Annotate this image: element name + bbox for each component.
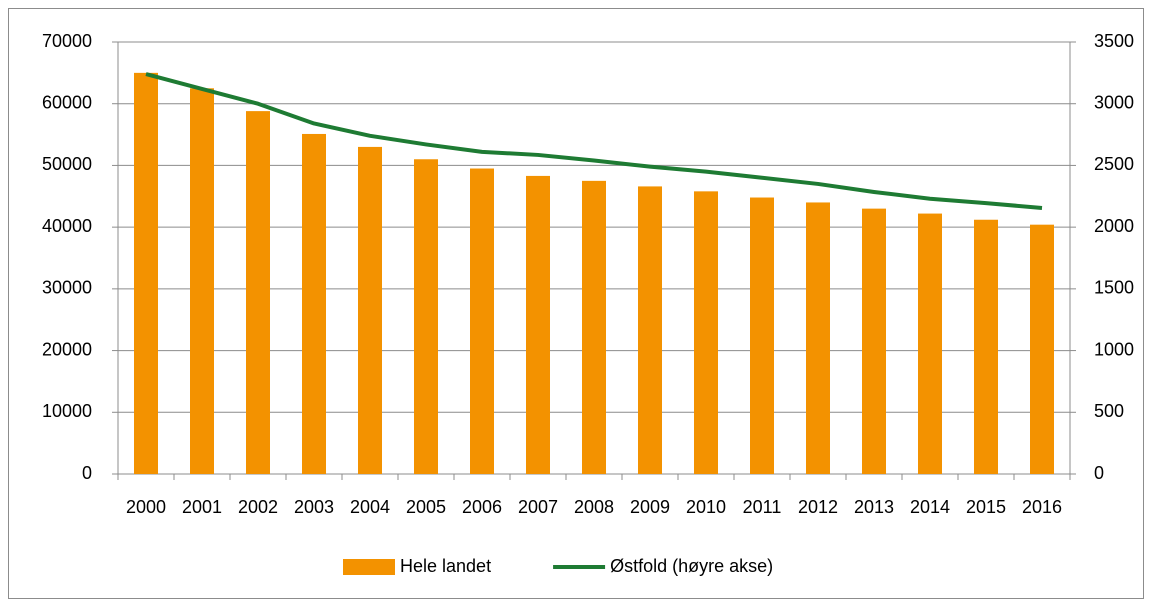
y-tick-label: 50000 [42, 154, 92, 174]
y2-tick-label: 1000 [1094, 339, 1134, 359]
y-tick-label: 40000 [42, 216, 92, 236]
x-tick-label: 2011 [743, 497, 782, 517]
legend-swatch [343, 559, 395, 575]
y-tick-label: 20000 [42, 339, 92, 359]
y-tick-label: 30000 [42, 278, 92, 298]
line [145, 72, 1043, 211]
bar [246, 111, 270, 475]
x-tick-label: 2002 [238, 497, 278, 517]
bar [862, 208, 886, 474]
x-tick-label: 2008 [574, 497, 614, 517]
y2-tick-label: 3000 [1094, 92, 1134, 112]
y2-tick-label: 500 [1094, 401, 1124, 421]
bar [638, 186, 662, 474]
x-tick-label: 2004 [350, 497, 390, 517]
y2-tick-label: 1500 [1094, 278, 1134, 298]
x-tick-label: 2016 [1022, 497, 1062, 517]
x-tick-label: 2003 [294, 497, 334, 517]
y-tick-label: 60000 [42, 92, 92, 112]
y2-tick-label: 0 [1094, 463, 1104, 483]
bar [526, 175, 550, 475]
bar [974, 219, 998, 474]
x-tick-label: 2012 [798, 497, 838, 517]
bar [806, 202, 830, 474]
x-tick-label: 2007 [518, 497, 558, 517]
bar [134, 72, 158, 474]
x-tick-label: 2010 [686, 497, 726, 517]
bar [190, 88, 214, 475]
x-tick-label: 2014 [910, 497, 950, 517]
legend-label: Hele landet [400, 556, 491, 576]
x-tick-label: 2005 [406, 497, 446, 517]
y2-tick-label: 2000 [1094, 216, 1134, 236]
bar [414, 159, 438, 474]
bar [358, 146, 382, 474]
bar [582, 180, 606, 474]
bar [1030, 224, 1054, 474]
bar [918, 213, 942, 474]
bar [470, 168, 494, 474]
bar [750, 197, 774, 474]
y-tick-label: 10000 [42, 401, 92, 421]
y2-tick-label: 2500 [1094, 154, 1134, 174]
x-tick-label: 2001 [182, 497, 222, 517]
x-tick-label: 2015 [966, 497, 1006, 517]
legend-label: Østfold (høyre akse) [610, 556, 773, 576]
y-tick-label: 70000 [42, 31, 92, 51]
bar [694, 191, 718, 474]
y-tick-label: 0 [82, 463, 92, 483]
x-tick-label: 2006 [462, 497, 502, 517]
x-tick-label: 2013 [854, 497, 894, 517]
x-tick-label: 2000 [126, 497, 166, 517]
bar [302, 133, 326, 474]
y2-tick-label: 3500 [1094, 31, 1134, 51]
x-tick-label: 2009 [630, 497, 670, 517]
